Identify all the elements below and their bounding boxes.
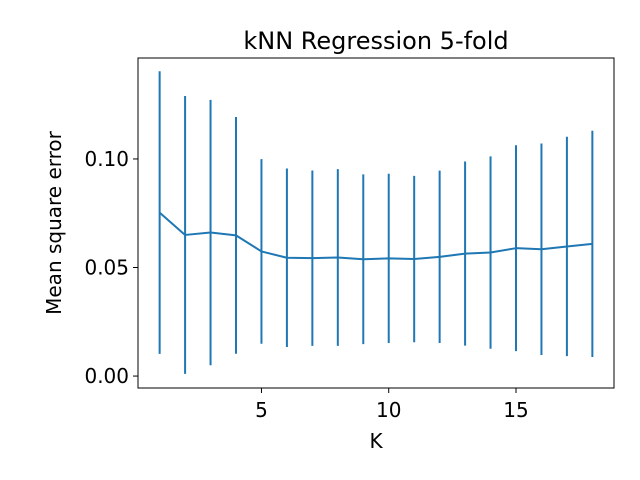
- mean-line: [158, 211, 593, 261]
- y-axis-label: Mean square error: [42, 130, 66, 315]
- y-tick-label: 0.05: [84, 256, 129, 280]
- x-axis: 5 10 15: [255, 388, 529, 422]
- y-tick-label: 0.00: [84, 364, 129, 388]
- chart-title: kNN Regression 5-fold: [243, 27, 508, 55]
- plot-area: [158, 71, 594, 374]
- x-tick-label: 5: [255, 398, 268, 422]
- y-axis: 0.00 0.05 0.10: [84, 147, 138, 388]
- x-tick-label: 15: [503, 398, 528, 422]
- axes-frame: [137, 57, 615, 389]
- x-tick-label: 10: [376, 398, 401, 422]
- x-axis-label: K: [369, 429, 383, 453]
- y-tick-label: 0.10: [84, 147, 129, 171]
